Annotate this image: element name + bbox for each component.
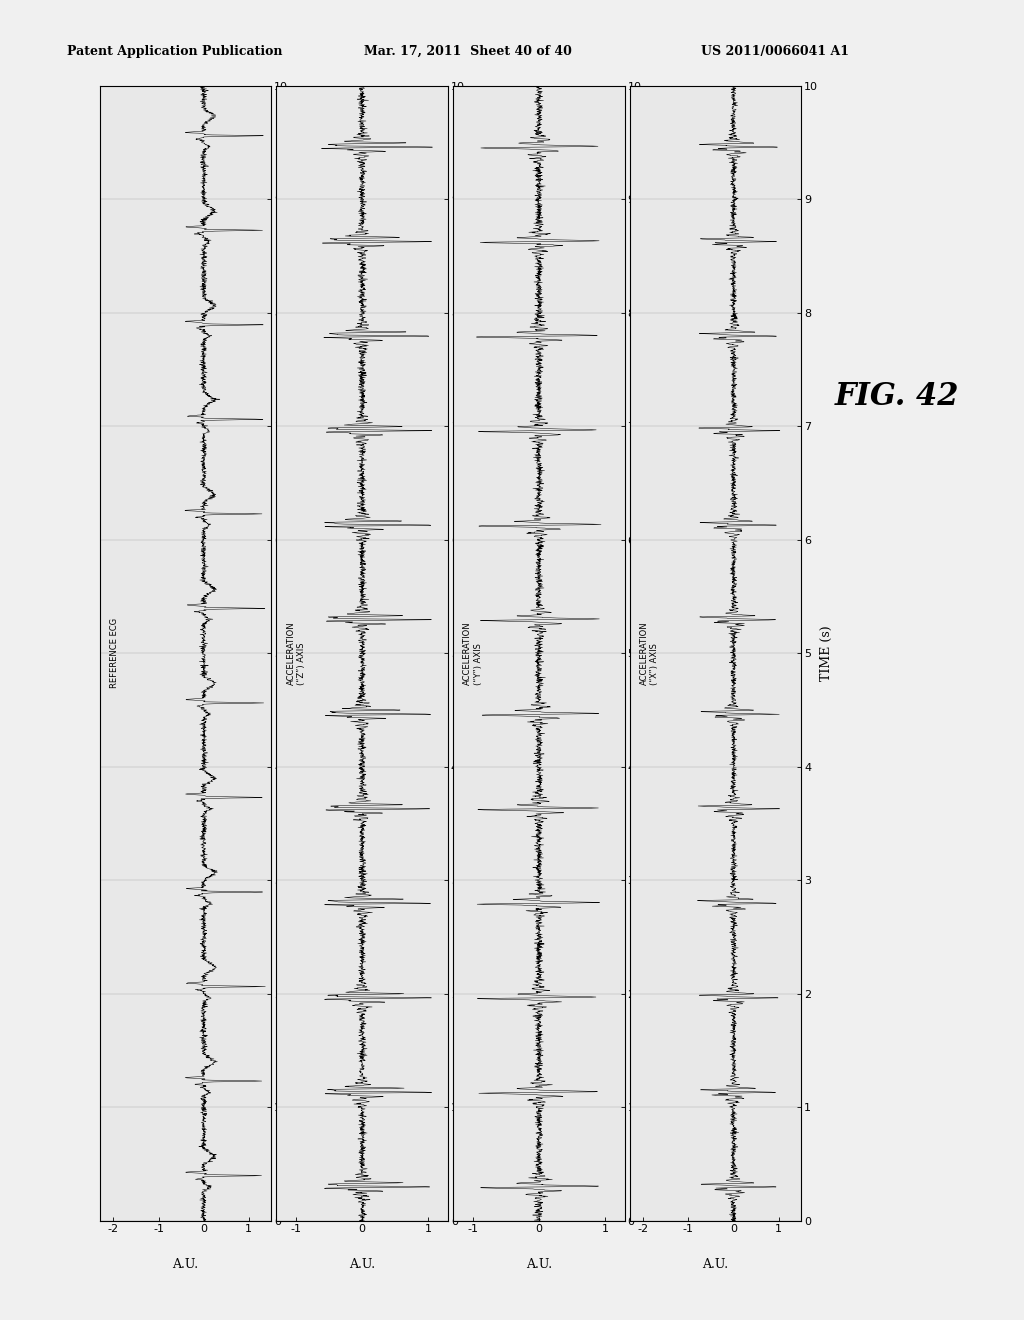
Text: ACCELERATION
(“Y”) AXIS: ACCELERATION (“Y”) AXIS	[464, 622, 482, 685]
Text: A.U.: A.U.	[702, 1258, 729, 1271]
Text: TIME (s): TIME (s)	[820, 626, 833, 681]
Text: A.U.: A.U.	[172, 1258, 199, 1271]
Text: ACCELERATION
(“X”) AXIS: ACCELERATION (“X”) AXIS	[640, 622, 659, 685]
Text: REFERENCE ECG: REFERENCE ECG	[111, 618, 119, 689]
Text: Patent Application Publication: Patent Application Publication	[67, 45, 282, 58]
Text: US 2011/0066041 A1: US 2011/0066041 A1	[701, 45, 850, 58]
Text: A.U.: A.U.	[525, 1258, 552, 1271]
Text: ACCELERATION
(“Z”) AXIS: ACCELERATION (“Z”) AXIS	[287, 622, 306, 685]
Text: A.U.: A.U.	[349, 1258, 376, 1271]
Text: FIG. 42: FIG. 42	[835, 380, 959, 412]
Text: Mar. 17, 2011  Sheet 40 of 40: Mar. 17, 2011 Sheet 40 of 40	[364, 45, 571, 58]
